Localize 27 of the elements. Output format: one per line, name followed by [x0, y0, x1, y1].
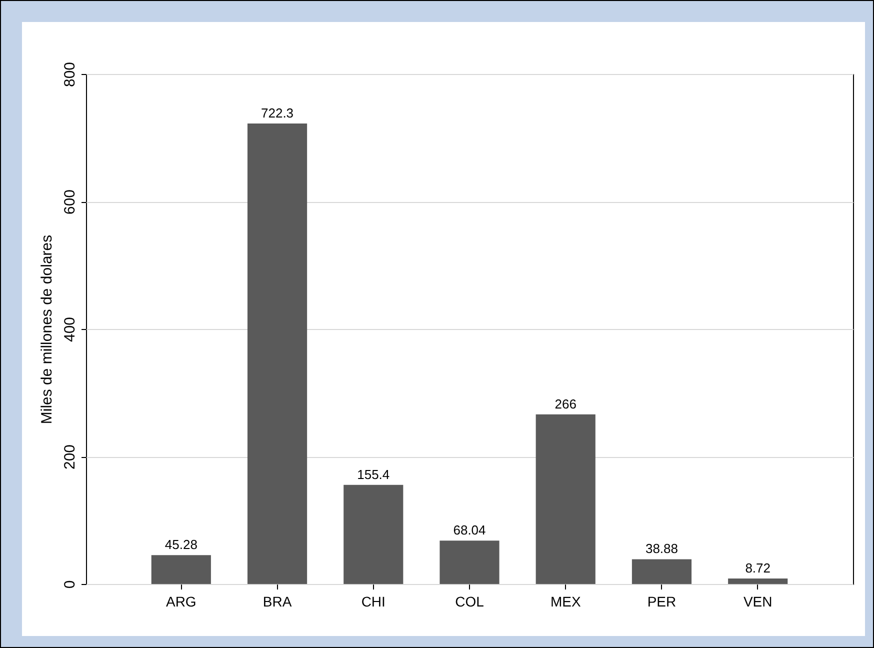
data-label: 8.72: [745, 560, 770, 576]
y-tick-label: 600: [62, 189, 78, 215]
data-label: 722.3: [260, 106, 294, 121]
y-tick-label: 0: [62, 580, 78, 589]
x-tick-label: MEX: [550, 594, 582, 610]
bar: [536, 414, 596, 584]
y-tick-label: 800: [62, 62, 78, 88]
bar: [344, 484, 404, 584]
y-tick-label: 400: [62, 316, 78, 342]
bar: [440, 540, 500, 584]
data-label: 155.4: [357, 466, 390, 482]
x-tick-label: ARG: [166, 594, 196, 610]
data-label: 266: [554, 396, 576, 412]
x-tick-label: COL: [455, 594, 484, 610]
x-tick-label: PER: [647, 594, 676, 610]
y-tick-label: 200: [62, 444, 78, 470]
bar: [151, 555, 211, 584]
data-label: 45.28: [164, 537, 198, 552]
bar: [247, 124, 308, 584]
data-label: 68.04: [453, 522, 486, 538]
x-tick-label: CHI: [361, 594, 386, 610]
bar: [632, 559, 692, 584]
y-axis-title: Miles de millones de dolares: [38, 234, 56, 424]
x-tick-label: BRA: [262, 594, 292, 610]
data-label: 38.88: [645, 541, 678, 556]
x-tick-label: VEN: [743, 594, 772, 610]
bar: [728, 578, 788, 584]
